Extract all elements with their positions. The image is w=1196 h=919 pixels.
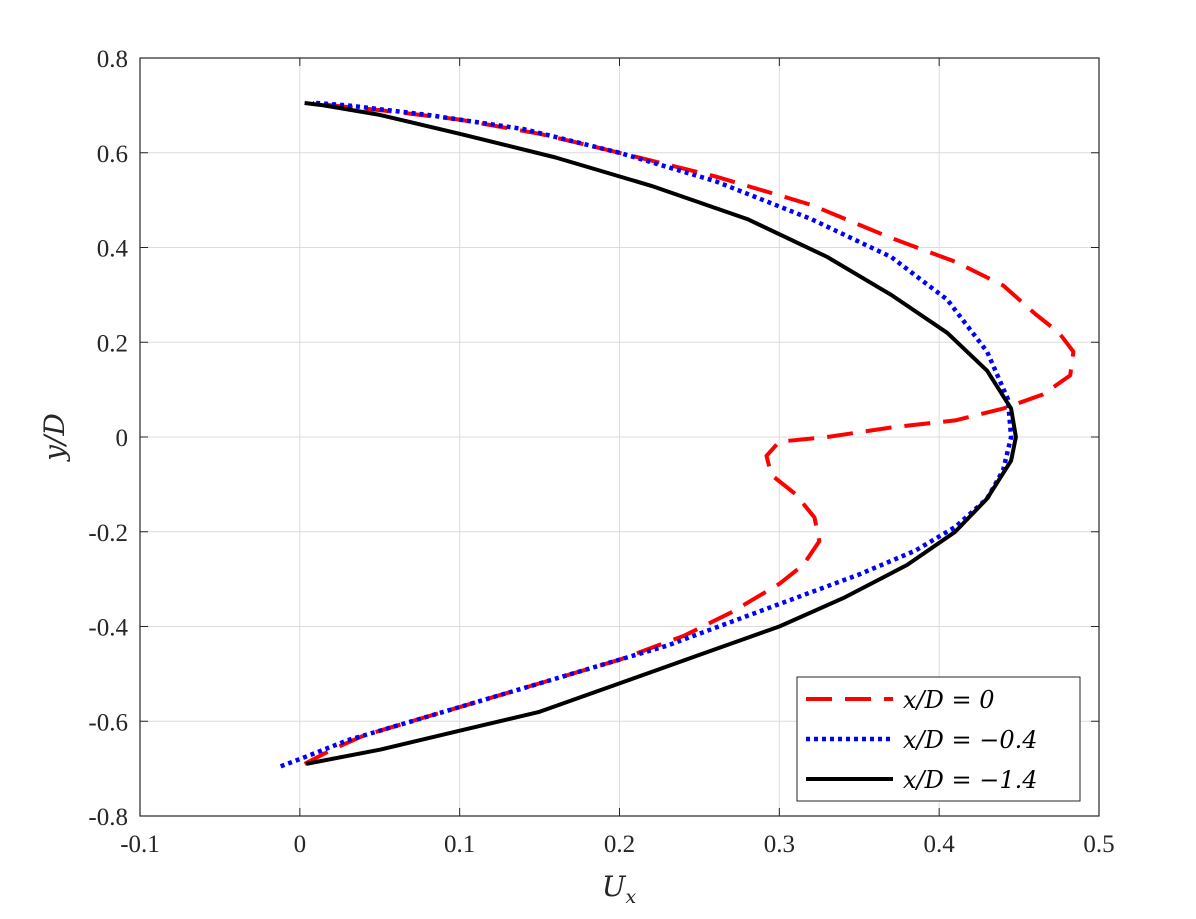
y-tick-label: 0.8 xyxy=(97,46,128,73)
legend-label-1: x/D = 0 xyxy=(903,686,995,714)
y-tick-label: 0.2 xyxy=(97,330,128,357)
x-tick-label: 0.5 xyxy=(1083,831,1114,858)
grid xyxy=(140,58,1099,816)
legend-label-3: x/D = −1.4 xyxy=(903,766,1038,794)
y-tick-label: -0.6 xyxy=(88,709,128,736)
x-tick-label: 0.3 xyxy=(764,831,795,858)
ticks xyxy=(139,57,1100,817)
x-tick-label: 0.2 xyxy=(604,831,635,858)
x-tick-label: 0 xyxy=(294,831,307,858)
x-tick-label: -0.1 xyxy=(120,831,160,858)
y-axis-label: y/D xyxy=(38,413,71,463)
y-tick-label: -0.4 xyxy=(88,615,128,642)
y-tick-labels: -0.8 -0.6 -0.4 -0.2 0 0.2 0.4 0.6 0.8 xyxy=(88,46,128,831)
series-line-3 xyxy=(304,101,1018,766)
x-axis-label: Ux xyxy=(602,870,637,908)
y-tick-label: 0.6 xyxy=(97,141,128,168)
series-group xyxy=(279,100,1076,769)
x-axis-label-main: U xyxy=(602,870,627,903)
y-tick-label: -0.8 xyxy=(88,804,128,831)
legend-label-2: x/D = −0.4 xyxy=(903,726,1038,754)
y-tick-label: 0 xyxy=(116,425,129,452)
y-tick-label: 0.4 xyxy=(97,236,129,263)
series-line-2 xyxy=(279,100,1014,769)
x-tick-labels: -0.1 0 0.1 0.2 0.3 0.4 0.5 xyxy=(120,831,1114,858)
y-tick-label: -0.2 xyxy=(88,520,128,547)
x-tick-label: 0.1 xyxy=(444,831,475,858)
legend: x/D = 0 x/D = −0.4 x/D = −1.4 xyxy=(796,676,1081,802)
x-tick-label: 0.4 xyxy=(924,831,956,858)
x-axis-label-subscript: x xyxy=(625,886,636,908)
